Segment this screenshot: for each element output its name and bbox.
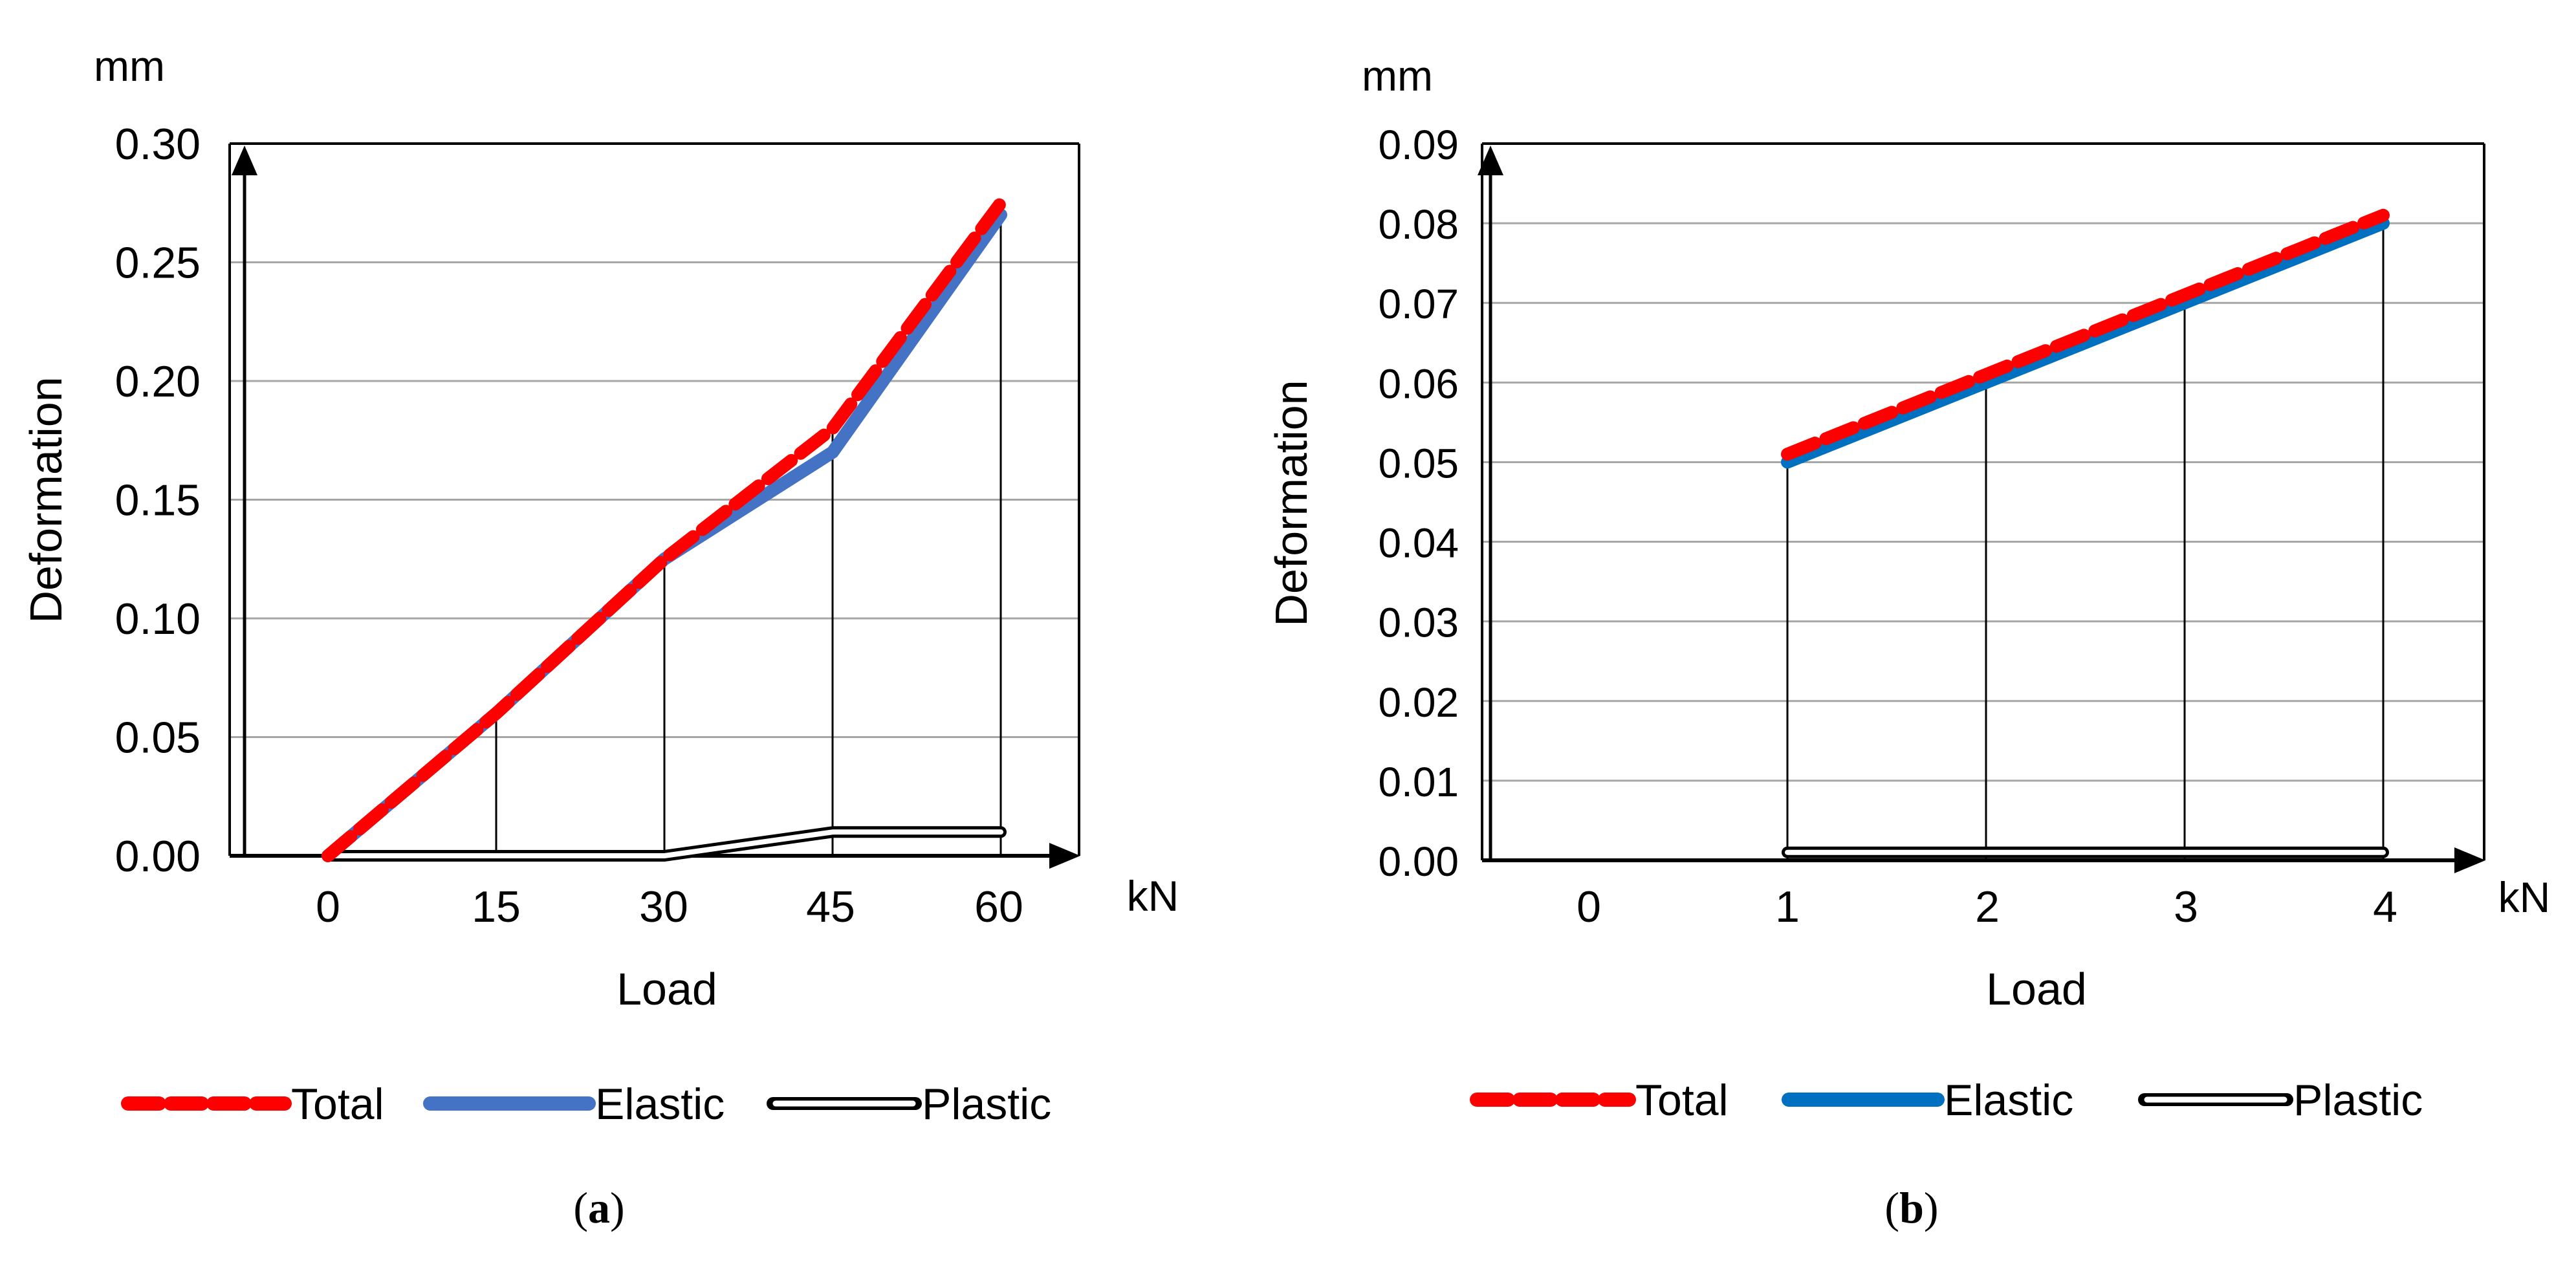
legend-label-elastic: Elastic [1944,1076,2073,1125]
series-total-line [1781,208,2390,461]
y-tick-label: 0.00 [1378,838,1459,885]
y-tick-label: 0.20 [115,357,201,406]
y-tick-label: 0.03 [1378,600,1459,646]
caption-paren-open: ( [573,1183,588,1232]
y-tick-label: 0.05 [1378,440,1459,486]
x-unit-label: kN [2498,873,2551,921]
x-axis-arrow [1049,843,1080,869]
legend-label-total: Total [1635,1076,1729,1125]
x-tick-label: 45 [806,882,855,931]
y-axis-arrow [1478,146,1503,175]
y-tick-label: 0.08 [1378,201,1459,248]
x-tick-label: 15 [472,882,521,931]
chart-b: 0.00 0.01 0.02 0.03 0.04 0.05 0.06 0.07 0.08 0.09… [1266,52,2550,1125]
y-unit-label: mm [1362,52,1433,100]
x-tick-label: 2 [1975,882,2000,931]
caption-letter: b [1899,1183,1924,1232]
x-tick-label: 30 [639,882,688,931]
x-tick-label: 0 [1577,882,1601,931]
y-tick-label: 0.05 [115,713,201,763]
x-axis-arrow [2454,847,2485,873]
chart-a: 0.00 0.05 0.10 0.15 0.20 0.25 0.30 0 15 30 45 60 mm k… [21,42,1179,1129]
x-tick-label: 0 [316,882,340,931]
legend: Total Elastic Plastic [1470,1076,2423,1125]
x-axis-title: Load [1986,964,2087,1014]
caption-paren-open: ( [1884,1183,1899,1232]
caption-letter: a [588,1183,610,1232]
panel-caption: (b) [1884,1183,1938,1232]
x-tick-label: 3 [2174,882,2198,931]
y-tick-label: 0.04 [1378,520,1459,567]
y-axis-arrow [232,146,257,175]
y-tick-label: 0.02 [1378,679,1459,726]
y-tick-label: 0.06 [1378,360,1459,407]
x-tick-label: 60 [974,882,1023,931]
legend: Total Elastic Plastic [121,1080,1051,1129]
legend-label-total: Total [291,1080,384,1129]
y-tick-label: 0.10 [115,594,201,644]
captions: (a) (b) [573,1183,1938,1232]
y-tick-label: 0.15 [115,476,201,525]
legend-label-elastic: Elastic [595,1080,725,1129]
legend-label-plastic: Plastic [922,1080,1051,1129]
y-tick-label: 0.25 [115,239,201,288]
y-axis-title: Deformation [1266,380,1316,626]
x-axis-title: Load [617,964,717,1014]
series-elastic-line [1781,217,2390,469]
x-unit-label: kN [1127,872,1179,920]
caption-paren-close: ) [1924,1183,1939,1232]
x-tick-label: 1 [1775,882,1800,931]
series-plastic-line-inner [325,829,1003,858]
y-tick-label: 0.30 [115,120,201,169]
caption-paren-close: ) [610,1183,625,1232]
y-tick-label: 0.07 [1378,281,1459,327]
y-tick-label: 0.00 [115,832,201,881]
y-unit-label: mm [94,42,165,90]
y-tick-label: 0.01 [1378,759,1459,805]
y-tick-label: 0.09 [1378,122,1459,168]
legend-label-plastic: Plastic [2293,1076,2423,1125]
series-total-line [322,196,1007,862]
y-axis-title: Deformation [21,376,71,623]
panel-caption: (a) [573,1183,624,1232]
x-tick-label: 4 [2373,882,2397,931]
